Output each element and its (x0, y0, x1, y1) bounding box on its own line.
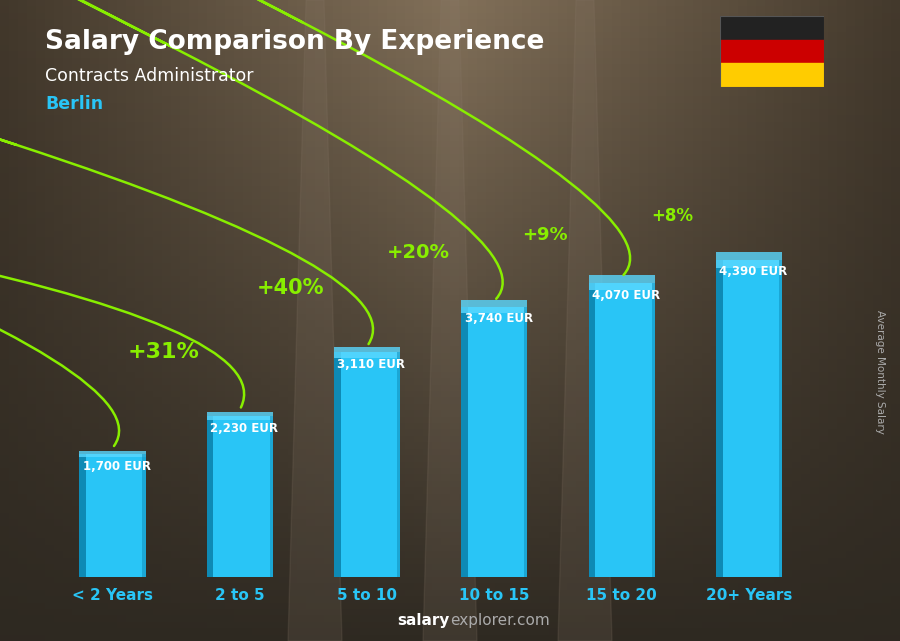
Bar (723, 260, 782, 577)
Bar (524, 306, 527, 577)
Bar (595, 283, 655, 577)
Bar (86, 454, 146, 577)
Bar (720, 63, 824, 87)
Text: Berlin: Berlin (45, 95, 104, 113)
Text: Average Monthly Salary: Average Monthly Salary (875, 310, 886, 434)
Bar (720, 40, 824, 63)
Text: +31%: +31% (128, 342, 199, 362)
Text: 1,700 EUR: 1,700 EUR (83, 460, 150, 473)
Bar (207, 416, 213, 577)
Text: 4,070 EUR: 4,070 EUR (592, 288, 660, 301)
Bar (462, 300, 527, 313)
Bar (213, 416, 273, 577)
Text: salary: salary (398, 613, 450, 628)
Bar (652, 283, 655, 577)
Bar (589, 283, 595, 577)
Bar (340, 352, 400, 577)
Bar (142, 454, 146, 577)
Polygon shape (423, 0, 477, 641)
Bar (716, 252, 782, 267)
Text: 4,390 EUR: 4,390 EUR (719, 265, 788, 278)
Text: +40%: +40% (256, 278, 324, 298)
Text: 2,230 EUR: 2,230 EUR (210, 422, 278, 435)
Bar (269, 416, 273, 577)
Text: explorer.com: explorer.com (450, 613, 550, 628)
Bar (79, 451, 146, 457)
Text: +9%: +9% (523, 226, 568, 244)
Text: Contracts Administrator: Contracts Administrator (45, 67, 254, 85)
Polygon shape (558, 0, 612, 641)
Bar (334, 352, 340, 577)
Bar (397, 352, 400, 577)
Polygon shape (288, 0, 342, 641)
Bar (462, 306, 468, 577)
Text: +8%: +8% (652, 208, 694, 226)
Text: +20%: +20% (386, 244, 449, 262)
Text: Salary Comparison By Experience: Salary Comparison By Experience (45, 29, 544, 55)
Bar (334, 347, 400, 358)
Bar (720, 16, 824, 40)
Text: 3,740 EUR: 3,740 EUR (464, 312, 533, 326)
Bar (79, 454, 86, 577)
Bar (207, 412, 273, 420)
Bar (589, 276, 655, 290)
Bar (778, 260, 782, 577)
Bar (468, 306, 527, 577)
Bar (716, 260, 723, 577)
Text: 3,110 EUR: 3,110 EUR (338, 358, 405, 371)
